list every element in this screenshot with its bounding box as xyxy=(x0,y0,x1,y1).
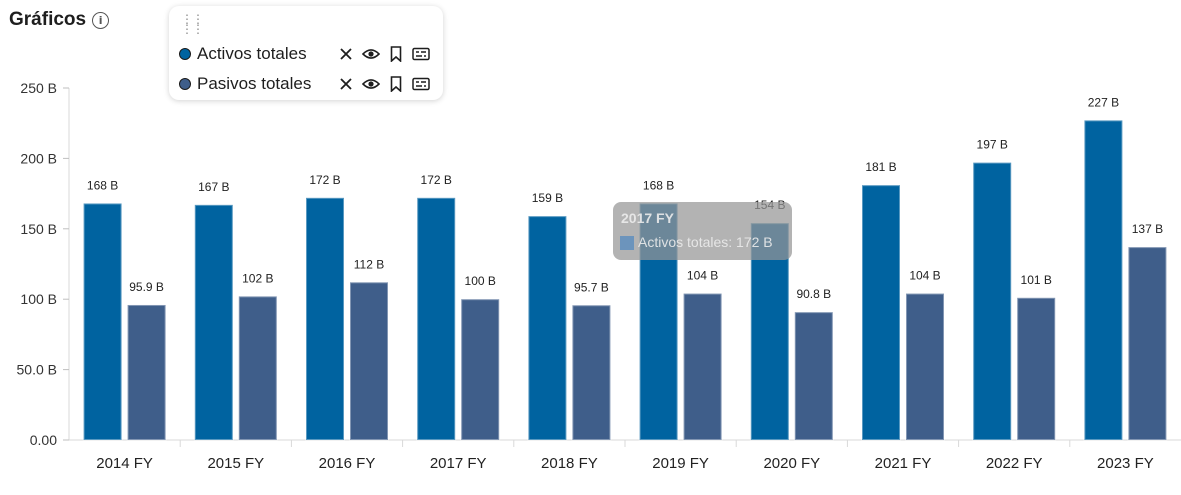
bar-activos-totales xyxy=(972,161,1013,441)
x-tick-label: 2019 FY xyxy=(652,455,709,472)
bar-pasivos-totales xyxy=(349,281,389,441)
legend-actions xyxy=(337,75,430,93)
data-label: 112 B xyxy=(354,257,384,271)
data-label: 167 B xyxy=(198,180,229,194)
details-icon[interactable] xyxy=(412,45,430,63)
legend-color-dot xyxy=(179,48,191,60)
bookmark-icon[interactable] xyxy=(387,75,405,93)
bar-activos-totales xyxy=(82,202,123,441)
drag-handle-icon[interactable]: ⋮⋮ ⋮⋮ xyxy=(181,12,204,36)
tooltip-value: Activos totales: 172 B xyxy=(638,234,773,250)
y-tick-label: 150 B xyxy=(20,221,57,237)
data-label: 227 B xyxy=(1088,95,1119,109)
header: Gráficos i xyxy=(9,9,110,31)
y-tick-label: 0.00 xyxy=(30,432,57,448)
data-label: 102 B xyxy=(242,271,273,285)
data-label: 172 B xyxy=(309,173,340,187)
data-label: 172 B xyxy=(421,173,452,187)
bar-pasivos-totales xyxy=(793,311,834,441)
x-tick-label: 2018 FY xyxy=(541,455,598,472)
bar-pasivos-totales xyxy=(905,292,945,441)
data-label: 104 B xyxy=(909,269,940,283)
bar-pasivos-totales xyxy=(126,303,167,442)
x-tick-label: 2021 FY xyxy=(875,455,932,472)
close-icon[interactable] xyxy=(337,45,355,63)
bar-pasivos-totales xyxy=(460,298,501,442)
details-icon[interactable] xyxy=(412,75,430,93)
data-label: 168 B xyxy=(87,178,118,192)
bar-activos-totales xyxy=(305,196,345,441)
data-label: 95.7 B xyxy=(574,280,609,294)
x-tick-label: 2015 FY xyxy=(207,455,264,472)
data-label: 104 B xyxy=(687,269,718,283)
data-label: 168 B xyxy=(643,178,674,192)
x-tick-label: 2017 FY xyxy=(430,455,487,472)
data-label: 197 B xyxy=(977,138,1008,152)
bar-activos-totales xyxy=(193,203,234,441)
y-tick-label: 250 B xyxy=(20,80,57,96)
data-label: 181 B xyxy=(865,160,896,174)
bar-pasivos-totales xyxy=(1016,296,1057,441)
legend-label: Activos totales xyxy=(197,44,307,63)
legend-item-activos[interactable]: Activos totales xyxy=(179,42,430,66)
info-icon[interactable]: i xyxy=(92,11,110,29)
eye-icon[interactable] xyxy=(362,75,380,93)
data-label: 90.8 B xyxy=(796,287,831,301)
bar-pasivos-totales xyxy=(571,304,612,441)
data-label: 137 B xyxy=(1132,222,1163,236)
tooltip-swatch xyxy=(620,236,634,250)
x-tick-label: 2016 FY xyxy=(319,455,376,472)
tooltip-title: 2017 FY xyxy=(621,210,674,226)
bar-pasivos-totales xyxy=(1127,246,1168,441)
bookmark-icon[interactable] xyxy=(387,45,405,63)
y-tick-label: 200 B xyxy=(20,150,57,166)
legend-actions xyxy=(337,45,430,63)
data-label: 100 B xyxy=(465,274,496,288)
close-icon[interactable] xyxy=(337,75,355,93)
legend-color-dot xyxy=(179,78,191,90)
eye-icon[interactable] xyxy=(362,45,380,63)
page-title: Gráficos xyxy=(9,9,87,30)
x-tick-label: 2014 FY xyxy=(96,455,153,472)
bar-pasivos-totales xyxy=(237,295,278,441)
legend-label: Pasivos totales xyxy=(197,74,312,93)
bar-activos-totales xyxy=(416,196,457,441)
y-tick-label: 100 B xyxy=(20,291,57,307)
x-tick-label: 2020 FY xyxy=(763,455,820,472)
bar-activos-totales xyxy=(861,184,901,441)
chart-tooltip: 2017 FY Activos totales: 172 B xyxy=(613,202,792,260)
data-label: 101 B xyxy=(1021,273,1052,287)
data-label: 159 B xyxy=(532,191,563,205)
legend-panel: ⋮⋮ ⋮⋮ Activos totales Pasivos totales xyxy=(169,6,443,100)
y-tick-label: 50.0 B xyxy=(17,362,57,378)
legend-item-pasivos[interactable]: Pasivos totales xyxy=(179,72,430,96)
bar-activos-totales xyxy=(527,215,568,441)
x-tick-label: 2022 FY xyxy=(986,455,1043,472)
x-tick-label: 2023 FY xyxy=(1097,455,1154,472)
data-label: 95.9 B xyxy=(129,280,164,294)
bar-activos-totales xyxy=(1083,119,1124,441)
bar-pasivos-totales xyxy=(682,292,723,441)
